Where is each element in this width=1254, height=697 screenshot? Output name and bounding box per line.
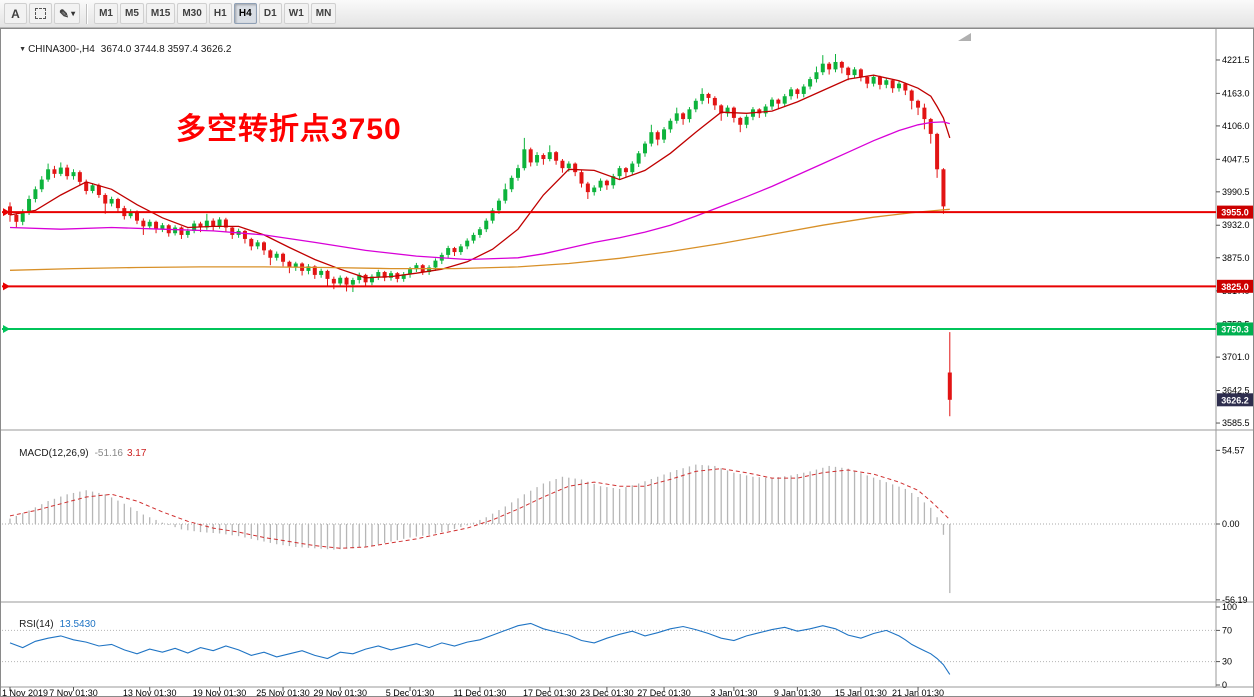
arrow-tool-button[interactable]: A bbox=[4, 3, 27, 24]
ma-fast-line bbox=[9, 74, 951, 279]
svg-text:17 Dec 01:30: 17 Dec 01:30 bbox=[523, 688, 577, 697]
rsi-label: RSI(14) bbox=[19, 619, 54, 630]
rsi-value: 13.5430 bbox=[59, 619, 96, 630]
chart-title: ▼ CHINA300-,H4 3674.0 3744.8 3597.4 3626.2 bbox=[8, 33, 231, 66]
price-badge-3955.0[interactable]: 3955.0 bbox=[1217, 205, 1253, 219]
timeframe-h1-button[interactable]: H1 bbox=[208, 3, 232, 24]
macd-label: MACD(12,26,9) bbox=[19, 448, 89, 459]
svg-text:30: 30 bbox=[1222, 657, 1232, 667]
svg-text:7 Nov 01:30: 7 Nov 01:30 bbox=[49, 688, 98, 697]
svg-text:0: 0 bbox=[1222, 680, 1227, 690]
timeframe-h4-button[interactable]: H4 bbox=[233, 3, 257, 24]
timeframe-d1-button[interactable]: D1 bbox=[258, 3, 282, 24]
hline-3750.3[interactable] bbox=[2, 324, 1216, 333]
svg-text:23 Dec 01:30: 23 Dec 01:30 bbox=[580, 688, 634, 697]
hline-handle-icon bbox=[3, 282, 10, 291]
svg-text:3955.0: 3955.0 bbox=[1221, 208, 1249, 218]
svg-text:13 Nov 01:30: 13 Nov 01:30 bbox=[123, 688, 177, 697]
svg-text:25 Nov 01:30: 25 Nov 01:30 bbox=[256, 688, 310, 697]
macd-signal-value: 3.17 bbox=[126, 448, 147, 459]
svg-text:4047.5: 4047.5 bbox=[1222, 154, 1250, 164]
ohlc-readout: 3674.0 3744.8 3597.4 3626.2 bbox=[100, 44, 232, 55]
hline-handle-icon bbox=[3, 208, 10, 217]
svg-text:3701.0: 3701.0 bbox=[1222, 352, 1250, 362]
macd-main-value: -51.16 bbox=[94, 448, 123, 459]
current-price-badge: 3626.2 bbox=[1217, 393, 1253, 407]
timeframe-w1-button[interactable]: W1 bbox=[283, 3, 309, 24]
svg-text:3825.0: 3825.0 bbox=[1221, 282, 1249, 292]
svg-text:9 Jan 01:30: 9 Jan 01:30 bbox=[774, 688, 821, 697]
timeframe-mn-button[interactable]: MN bbox=[310, 3, 337, 24]
svg-text:4221.5: 4221.5 bbox=[1222, 55, 1250, 65]
svg-text:15 Jan 01:30: 15 Jan 01:30 bbox=[835, 688, 887, 697]
svg-text:3626.2: 3626.2 bbox=[1221, 395, 1249, 405]
time-axis[interactable]: 1 Nov 2019 7 Nov 01:30 13 Nov 01:30 19 Nov … bbox=[2, 687, 944, 697]
macd-title: MACD(12,26,9) -51.16 3.17 bbox=[8, 437, 146, 470]
hline-3825.0[interactable] bbox=[2, 282, 1216, 291]
indicator-level-lines bbox=[2, 523, 1216, 663]
svg-text:0.00: 0.00 bbox=[1222, 519, 1240, 529]
svg-text:3875.0: 3875.0 bbox=[1222, 253, 1250, 263]
svg-text:29 Nov 01:30: 29 Nov 01:30 bbox=[313, 688, 367, 697]
price-badge-3750.3[interactable]: 3750.3 bbox=[1217, 322, 1253, 336]
svg-text:5 Dec 01:30: 5 Dec 01:30 bbox=[386, 688, 435, 697]
timeframe-buttons-group: M1 M5 M15 M30 H1 H4 D1 W1 MN bbox=[93, 3, 337, 24]
svg-text:-56.19: -56.19 bbox=[1222, 595, 1248, 605]
svg-text:4106.0: 4106.0 bbox=[1222, 121, 1250, 131]
text-frame-tool-button[interactable] bbox=[29, 3, 52, 24]
timeframe-m15-button[interactable]: M15 bbox=[145, 3, 176, 24]
tool-buttons-group: A ✎ ▾ bbox=[3, 3, 81, 24]
pane-separators bbox=[1, 29, 1253, 688]
symbol-dropdown-icon: ▼ bbox=[19, 46, 27, 53]
chart-window: 4221.5 4163.0 4106.0 4047.5 3990.5 3932.0 3875… bbox=[0, 28, 1254, 697]
macd-signal-line bbox=[9, 468, 951, 549]
timeframe-m30-button[interactable]: M30 bbox=[177, 3, 207, 24]
svg-text:54.57: 54.57 bbox=[1222, 445, 1245, 455]
svg-text:3 Jan 01:30: 3 Jan 01:30 bbox=[710, 688, 757, 697]
hline-3955.0[interactable] bbox=[2, 208, 1216, 217]
rsi-line bbox=[9, 622, 951, 675]
svg-text:21 Jan 01:30: 21 Jan 01:30 bbox=[892, 688, 944, 697]
svg-text:100: 100 bbox=[1222, 602, 1237, 612]
svg-text:3990.5: 3990.5 bbox=[1222, 187, 1250, 197]
rsi-title: RSI(14) 13.5430 bbox=[8, 608, 96, 641]
symbol-timeframe-label: CHINA300-,H4 bbox=[28, 44, 95, 55]
candles-layer bbox=[8, 53, 952, 417]
moving-average-lines bbox=[9, 74, 951, 279]
macd-histogram bbox=[9, 464, 951, 594]
timeframe-m5-button[interactable]: M5 bbox=[119, 3, 144, 24]
svg-text:3750.3: 3750.3 bbox=[1221, 324, 1249, 334]
hline-handle-icon bbox=[3, 324, 10, 333]
svg-text:11 Dec 01:30: 11 Dec 01:30 bbox=[453, 688, 506, 697]
annotation-text[interactable]: 多空转折点3750 bbox=[176, 113, 402, 146]
draw-tool-button[interactable]: ✎ ▾ bbox=[54, 3, 81, 24]
svg-text:3642.5: 3642.5 bbox=[1222, 385, 1250, 395]
timeframe-m1-button[interactable]: M1 bbox=[94, 3, 118, 24]
svg-text:3585.5: 3585.5 bbox=[1222, 418, 1250, 428]
svg-text:3932.0: 3932.0 bbox=[1222, 220, 1250, 230]
svg-text:19 Nov 01:30: 19 Nov 01:30 bbox=[193, 688, 247, 697]
svg-text:4163.0: 4163.0 bbox=[1222, 88, 1250, 98]
chart-canvas[interactable]: 4221.5 4163.0 4106.0 4047.5 3990.5 3932.0 3875… bbox=[0, 28, 1254, 697]
toolbar-separator bbox=[86, 3, 89, 24]
svg-text:1 Nov 2019: 1 Nov 2019 bbox=[2, 688, 48, 697]
dropdown-caret-icon: ▾ bbox=[71, 9, 76, 18]
ma-slow-line bbox=[9, 208, 950, 271]
svg-text:27 Dec 01:30: 27 Dec 01:30 bbox=[637, 688, 691, 697]
svg-text:70: 70 bbox=[1222, 625, 1232, 635]
text-frame-icon bbox=[35, 8, 46, 19]
chart-shift-marker-icon bbox=[958, 33, 971, 41]
ma-mid-line bbox=[9, 121, 950, 261]
price-badge-3825.0[interactable]: 3825.0 bbox=[1217, 279, 1253, 293]
toolbar: A ✎ ▾ M1 M5 M15 M30 H1 H4 D1 W1 MN bbox=[0, 0, 1254, 28]
